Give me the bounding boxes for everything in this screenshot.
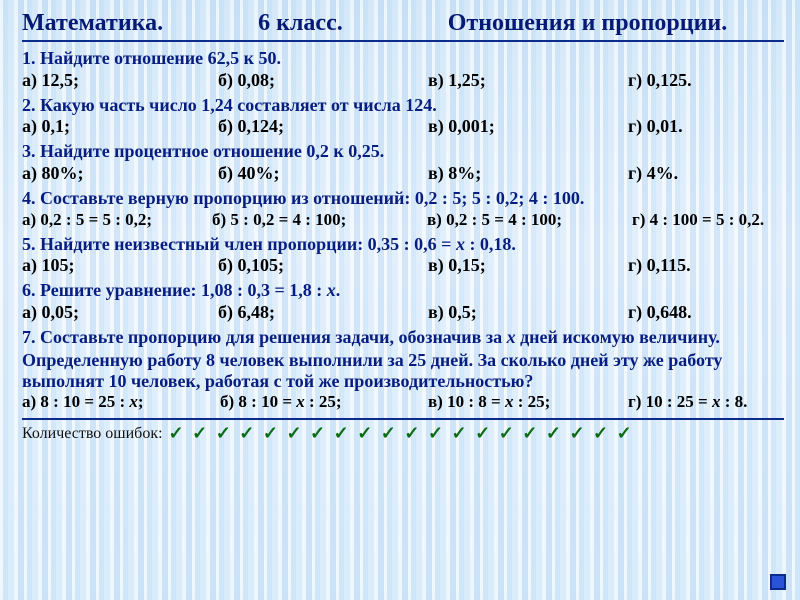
q6-options: а) 0,05; б) 6,48; в) 0,5; г) 0,648. (22, 302, 784, 323)
question-5: 5. Найдите неизвестный член пропорции: 0… (22, 234, 784, 277)
header-topic: Отношения и пропорции. (448, 10, 728, 37)
next-button[interactable] (770, 574, 786, 590)
q7-subtext: Определенную работу 8 человек выполнили … (22, 350, 784, 391)
q2-prompt: 2. Какую часть число 1,24 составляет от … (22, 95, 784, 116)
page-header: Математика. 6 класс. Отношения и пропорц… (22, 10, 784, 37)
q1-opt-a[interactable]: а) 12,5; (22, 70, 218, 91)
q3-options: а) 80%; б) 40%; в) 8%; г) 4%. (22, 163, 784, 184)
q6-prompt: 6. Решите уравнение: 1,08 : 0,3 = 1,8 : … (22, 280, 784, 301)
q7-opt-c[interactable]: в) 10 : 8 = x : 25; (428, 392, 628, 412)
q5-opt-a[interactable]: а) 105; (22, 255, 218, 276)
footer: Количество ошибок: ✓ ✓ ✓ ✓ ✓ ✓ ✓ ✓ ✓ ✓ ✓… (22, 423, 784, 444)
tick-marks: ✓ ✓ ✓ ✓ ✓ ✓ ✓ ✓ ✓ ✓ ✓ ✓ ✓ ✓ ✓ ✓ ✓ ✓ ✓ ✓ (169, 423, 634, 444)
q3-prompt: 3. Найдите процентное отношение 0,2 к 0,… (22, 141, 784, 162)
q2-opt-b[interactable]: б) 0,124; (218, 116, 428, 137)
q3-opt-d[interactable]: г) 4%. (628, 163, 788, 184)
q5-prompt-pre: 5. Найдите неизвестный член пропорции: 0… (22, 234, 456, 254)
q5-prompt-post: : 0,18. (465, 234, 516, 254)
q5-prompt: 5. Найдите неизвестный член пропорции: 0… (22, 234, 784, 255)
q4-options: а) 0,2 : 5 = 5 : 0,2; б) 5 : 0,2 = 4 : 1… (22, 210, 784, 230)
question-4: 4. Составьте верную пропорцию из отношен… (22, 188, 784, 230)
error-count-label: Количество ошибок: (22, 425, 163, 443)
q6-x: x (327, 280, 336, 300)
q6-prompt-pre: 6. Решите уравнение: 1,08 : 0,3 = 1,8 : (22, 280, 327, 300)
q7-opt-b[interactable]: б) 8 : 10 = x : 25; (220, 392, 428, 412)
header-subject: Математика. (22, 10, 163, 37)
q5-opt-d[interactable]: г) 0,115. (628, 255, 788, 276)
q6-opt-c[interactable]: в) 0,5; (428, 302, 628, 323)
q1-prompt: 1. Найдите отношение 62,5 к 50. (22, 48, 784, 69)
q7-prompt-post: дней искомую величину. (516, 327, 720, 347)
q7-opt-a[interactable]: а) 8 : 10 = 25 : x; (22, 392, 220, 412)
question-7: 7. Составьте пропорцию для решения задач… (22, 327, 784, 412)
q3-opt-c[interactable]: в) 8%; (428, 163, 628, 184)
q7-options: а) 8 : 10 = 25 : x; б) 8 : 10 = x : 25; … (22, 392, 784, 412)
q2-opt-c[interactable]: в) 0,001; (428, 116, 628, 137)
q1-opt-d[interactable]: г) 0,125. (628, 70, 788, 91)
q2-opt-a[interactable]: а) 0,1; (22, 116, 218, 137)
q3-opt-b[interactable]: б) 40%; (218, 163, 428, 184)
top-rule (22, 40, 784, 42)
q5-opt-b[interactable]: б) 0,105; (218, 255, 428, 276)
q2-opt-d[interactable]: г) 0,01. (628, 116, 788, 137)
q2-options: а) 0,1; б) 0,124; в) 0,001; г) 0,01. (22, 116, 784, 137)
q7-opt-d[interactable]: г) 10 : 25 = x : 8. (628, 392, 798, 412)
q1-options: а) 12,5; б) 0,08; в) 1,25; г) 0,125. (22, 70, 784, 91)
q4-opt-d[interactable]: г) 4 : 100 = 5 : 0,2. (632, 210, 800, 230)
question-6: 6. Решите уравнение: 1,08 : 0,3 = 1,8 : … (22, 280, 784, 323)
q5-options: а) 105; б) 0,105; в) 0,15; г) 0,115. (22, 255, 784, 276)
q1-opt-b[interactable]: б) 0,08; (218, 70, 428, 91)
q4-opt-b[interactable]: б) 5 : 0,2 = 4 : 100; (212, 210, 427, 230)
q6-opt-d[interactable]: г) 0,648. (628, 302, 788, 323)
q6-prompt-post: . (336, 280, 341, 300)
q5-opt-c[interactable]: в) 0,15; (428, 255, 628, 276)
q4-opt-a[interactable]: а) 0,2 : 5 = 5 : 0,2; (22, 210, 212, 230)
q7-x: x (507, 327, 516, 347)
q6-opt-a[interactable]: а) 0,05; (22, 302, 218, 323)
worksheet-page: Математика. 6 класс. Отношения и пропорц… (0, 0, 800, 600)
question-3: 3. Найдите процентное отношение 0,2 к 0,… (22, 141, 784, 184)
q4-prompt: 4. Составьте верную пропорцию из отношен… (22, 188, 784, 209)
question-1: 1. Найдите отношение 62,5 к 50. а) 12,5;… (22, 48, 784, 91)
q5-x: x (456, 234, 465, 254)
q6-opt-b[interactable]: б) 6,48; (218, 302, 428, 323)
q7-prompt-pre: 7. Составьте пропорцию для решения задач… (22, 327, 507, 347)
q7-prompt: 7. Составьте пропорцию для решения задач… (22, 327, 784, 348)
q1-opt-c[interactable]: в) 1,25; (428, 70, 628, 91)
question-2: 2. Какую часть число 1,24 составляет от … (22, 95, 784, 138)
bottom-rule (22, 418, 784, 420)
q4-opt-c[interactable]: в) 0,2 : 5 = 4 : 100; (427, 210, 632, 230)
header-grade: 6 класс. (258, 10, 343, 37)
q3-opt-a[interactable]: а) 80%; (22, 163, 218, 184)
